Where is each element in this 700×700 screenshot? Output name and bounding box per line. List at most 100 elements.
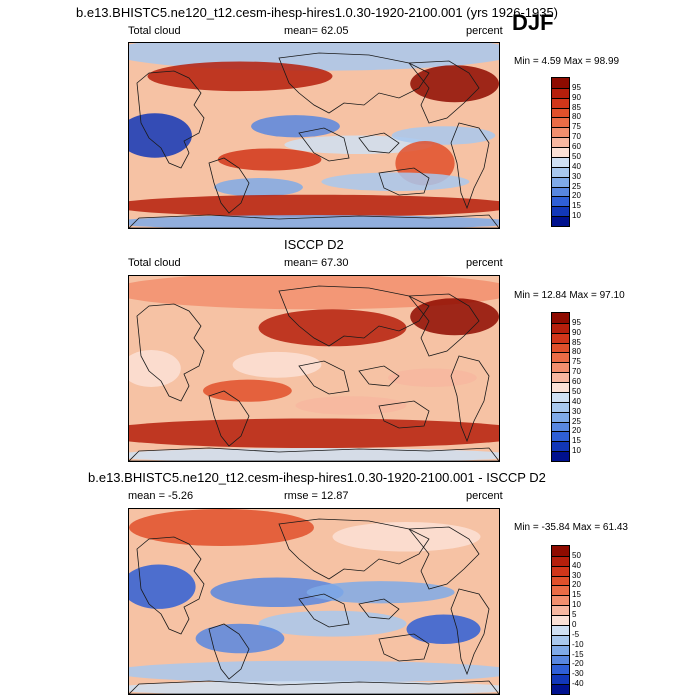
panel2-minmax: Min = 12.84 Max = 97.10 — [514, 290, 625, 301]
colorbar-cell — [552, 634, 569, 645]
map-field — [129, 276, 499, 461]
colorbar-tick-label: 30 — [572, 570, 581, 580]
run-title: b.e13.BHISTC5.ne120_t12.cesm-ihesp-hires… — [76, 5, 559, 20]
colorbar-tick-label: 90 — [572, 327, 581, 337]
colorbar-cell — [552, 441, 569, 452]
colorbar-cell — [552, 156, 569, 167]
field-region — [217, 148, 322, 171]
colorbar-cell — [552, 137, 569, 148]
panel1-units-label: percent — [466, 25, 503, 37]
colorbar-cell — [552, 313, 569, 323]
coastline — [378, 167, 430, 196]
colorbar-cell — [552, 176, 569, 187]
panel1-left-label: Total cloud — [128, 25, 181, 37]
panel3-mean-label: mean = -5.26 — [128, 490, 194, 502]
coastline — [408, 526, 480, 590]
colorbar-tick-label: 80 — [572, 347, 581, 357]
colorbar-tick-label: 90 — [572, 92, 581, 102]
colorbar-tick-label: 60 — [572, 377, 581, 387]
colorbar-tick-label: 5 — [572, 610, 577, 620]
colorbar-cell — [552, 127, 569, 138]
colorbar-cell — [552, 615, 569, 625]
colorbar-cell — [552, 206, 569, 217]
coastline — [358, 132, 400, 154]
coastline — [278, 52, 430, 114]
colorbar-tick-label: 70 — [572, 132, 581, 142]
field-region — [129, 660, 499, 683]
colorbar-cell — [552, 664, 569, 675]
field-region — [129, 194, 499, 217]
colorbar-tick-label: -15 — [572, 649, 584, 659]
panel1-colorbar: 95 90 85 80 75 70 60 50 40 30 25 20 15 10 — [551, 77, 581, 227]
coastline — [298, 360, 350, 395]
colorbar-cell — [552, 605, 569, 616]
coastline — [378, 400, 430, 429]
coastline — [298, 593, 350, 628]
colorbar-cell — [552, 411, 569, 422]
colorbar-tick-label: 60 — [572, 142, 581, 152]
field-region — [129, 509, 314, 546]
coastline — [136, 536, 205, 635]
field-region — [129, 276, 499, 310]
field-region — [203, 379, 292, 402]
coastline — [358, 598, 400, 620]
field-region — [129, 681, 499, 694]
panel3-minmax: Min = -35.84 Max = 61.43 — [514, 522, 628, 533]
colorbar-tick-label: 10 — [572, 211, 581, 221]
coastline — [450, 122, 490, 210]
field-region — [391, 126, 496, 145]
colorbar-cell — [552, 332, 569, 343]
field-region — [295, 396, 407, 415]
colorbar-tick-label: 30 — [572, 171, 581, 181]
panel2-title: ISCCP D2 — [284, 237, 344, 252]
colorbar-cell — [552, 674, 569, 685]
colorbar-cell — [552, 322, 569, 333]
coastline — [208, 390, 250, 447]
colorbar-cell — [552, 431, 569, 442]
colorbar-cell — [552, 565, 569, 576]
coastline — [129, 447, 499, 461]
colorbar-cell — [552, 585, 569, 596]
coastline — [278, 285, 430, 347]
field-region — [147, 61, 333, 92]
field-region — [251, 115, 340, 138]
colorbar-tick-label: 75 — [572, 122, 581, 132]
coastline — [136, 303, 205, 402]
colorbar-tick-label: 20 — [572, 426, 581, 436]
colorbar-tick-label: 50 — [572, 550, 581, 560]
colorbar-tick-label: 95 — [572, 317, 581, 327]
colorbar-tick-label: 30 — [572, 406, 581, 416]
colorbar-tick-label: 95 — [572, 82, 581, 92]
colorbar-cell — [552, 196, 569, 207]
colorbar-cell — [552, 575, 569, 586]
panel2-mean-label: mean= 67.30 — [284, 257, 349, 269]
colorbar-cell — [552, 107, 569, 118]
coastline — [408, 293, 480, 357]
field-region — [332, 521, 481, 552]
panel1-map — [128, 42, 500, 229]
field-region — [129, 215, 499, 228]
colorbar-cell — [552, 382, 569, 392]
colorbar-tick-label: 20 — [572, 580, 581, 590]
panel3-rmse-label: rmse = 12.87 — [284, 490, 349, 502]
panel3-title: b.e13.BHISTC5.ne120_t12.cesm-ihesp-hires… — [88, 470, 546, 485]
field-region — [232, 351, 322, 378]
panel2-colorbar: 95 90 85 80 75 70 60 50 40 30 25 20 15 10 — [551, 312, 581, 462]
colorbar-cell — [552, 186, 569, 197]
colorbar-tick-label: 85 — [572, 337, 581, 347]
panel3-units-label: percent — [466, 490, 503, 502]
colorbar-cell — [552, 624, 569, 635]
field-region — [214, 178, 303, 197]
colorbar-tick-label: 85 — [572, 102, 581, 112]
field-region — [129, 350, 181, 387]
field-region — [195, 623, 285, 654]
colorbar-cell — [552, 97, 569, 108]
coastline — [408, 60, 480, 124]
colorbar-cell — [552, 342, 569, 353]
coastline — [129, 680, 499, 694]
field-region — [129, 113, 192, 158]
field-region — [306, 581, 455, 604]
colorbar-tick-label: 25 — [572, 181, 581, 191]
colorbar-tick-label: 15 — [572, 590, 581, 600]
field-region — [129, 418, 499, 449]
